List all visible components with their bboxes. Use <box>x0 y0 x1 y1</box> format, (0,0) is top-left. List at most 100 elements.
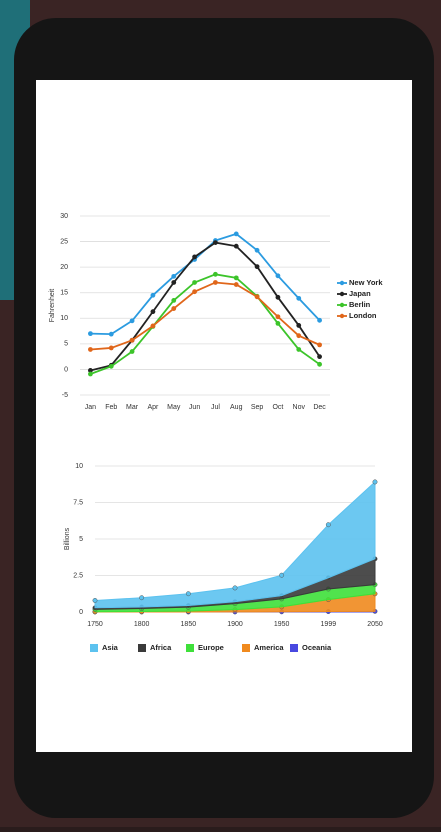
y-axis-label: Fahrenheit <box>49 289 56 323</box>
x-tick-label: 1950 <box>274 621 290 628</box>
point <box>150 323 156 329</box>
point <box>88 347 93 352</box>
series-line <box>90 281 320 351</box>
x-tick-label: Jan <box>85 404 96 411</box>
point <box>171 306 177 311</box>
legend-label: America <box>254 643 284 652</box>
point <box>150 292 156 298</box>
point <box>233 231 239 237</box>
x-tick-label: 1999 <box>321 621 337 628</box>
x-tick-label: 1900 <box>227 621 243 628</box>
legend-swatch <box>186 644 194 652</box>
point <box>233 243 239 249</box>
x-tick-label: Oct <box>272 404 283 411</box>
point <box>213 240 218 245</box>
series-line <box>90 241 321 372</box>
point <box>213 271 218 277</box>
legend-marker <box>339 280 345 286</box>
y-tick-label: 30 <box>60 213 68 220</box>
point <box>171 273 177 279</box>
x-tick-label: Apr <box>147 404 159 411</box>
x-tick-label: Jun <box>189 404 200 411</box>
legend-swatch <box>290 644 298 652</box>
point <box>254 247 260 253</box>
point <box>317 361 322 367</box>
point <box>296 295 302 301</box>
point <box>108 363 114 369</box>
point <box>171 297 177 303</box>
point <box>88 368 93 373</box>
point <box>150 309 156 315</box>
y-tick-label: -5 <box>62 392 68 399</box>
point <box>192 280 197 285</box>
legend-swatch <box>242 644 250 652</box>
point <box>233 275 239 281</box>
point <box>192 254 197 260</box>
point <box>254 264 260 270</box>
y-tick-label: 15 <box>60 290 68 297</box>
series-line <box>90 273 321 375</box>
point <box>296 347 302 352</box>
point <box>232 585 238 591</box>
point <box>233 282 239 287</box>
legend-swatch <box>138 644 146 652</box>
y-tick-label: 0 <box>64 366 68 373</box>
x-tick-label: Sep <box>251 404 264 411</box>
y-tick-label: 5 <box>79 536 83 543</box>
point <box>108 331 114 337</box>
point <box>129 337 135 343</box>
legend-label: New York <box>349 278 383 287</box>
series-area <box>94 480 376 609</box>
y-tick-label: 2.5 <box>73 572 83 579</box>
point <box>139 595 145 601</box>
x-tick-label: Aug <box>230 404 243 411</box>
legend-marker <box>339 291 345 297</box>
x-tick-label: May <box>167 404 181 411</box>
legend-label: Berlin <box>349 300 371 309</box>
phone-screen <box>36 80 412 752</box>
legend-swatch <box>90 644 98 652</box>
point <box>92 598 98 603</box>
y-tick-label: 25 <box>60 238 68 245</box>
point <box>108 345 114 351</box>
point <box>279 572 285 578</box>
x-tick-label: 1800 <box>134 621 150 628</box>
y-tick-label: 10 <box>60 315 68 322</box>
point <box>129 349 135 354</box>
point <box>296 333 302 339</box>
legend-label: Africa <box>150 643 172 652</box>
legend-label: London <box>349 311 377 320</box>
point <box>254 294 260 300</box>
point <box>372 479 378 485</box>
y-tick-label: 20 <box>60 264 68 271</box>
legend-label: Japan <box>349 289 371 298</box>
point <box>88 331 93 337</box>
x-tick-label: 1850 <box>181 621 197 628</box>
point <box>185 591 191 597</box>
point <box>317 354 322 360</box>
legend-marker <box>339 302 345 308</box>
legend-label: Oceania <box>302 643 332 652</box>
y-tick-label: 10 <box>75 463 83 470</box>
point <box>317 317 322 323</box>
point <box>275 314 281 320</box>
point <box>275 273 281 279</box>
x-tick-label: Nov <box>293 404 306 411</box>
y-axis-label: Billions <box>64 527 71 550</box>
x-tick-label: Jul <box>211 404 220 411</box>
x-tick-label: Dec <box>313 404 326 411</box>
x-tick-label: Feb <box>105 404 117 411</box>
y-tick-label: 5 <box>64 341 68 348</box>
point <box>275 294 281 300</box>
y-tick-label: 0 <box>79 609 83 616</box>
point <box>129 318 135 324</box>
x-tick-label: 2050 <box>367 621 383 628</box>
x-tick-label: 1750 <box>87 621 103 628</box>
point <box>275 321 281 326</box>
point <box>296 323 302 328</box>
x-tick-label: Mar <box>126 404 139 411</box>
y-tick-label: 7.5 <box>73 499 83 506</box>
legend-label: Asia <box>102 643 119 652</box>
